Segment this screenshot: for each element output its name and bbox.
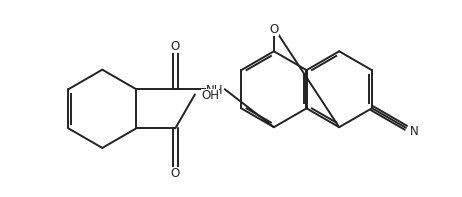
Text: O: O <box>269 23 279 36</box>
Text: O: O <box>170 167 180 180</box>
Text: NH: NH <box>206 84 223 97</box>
Text: O: O <box>170 40 180 53</box>
Text: N: N <box>410 125 419 138</box>
Text: OH: OH <box>201 89 219 102</box>
